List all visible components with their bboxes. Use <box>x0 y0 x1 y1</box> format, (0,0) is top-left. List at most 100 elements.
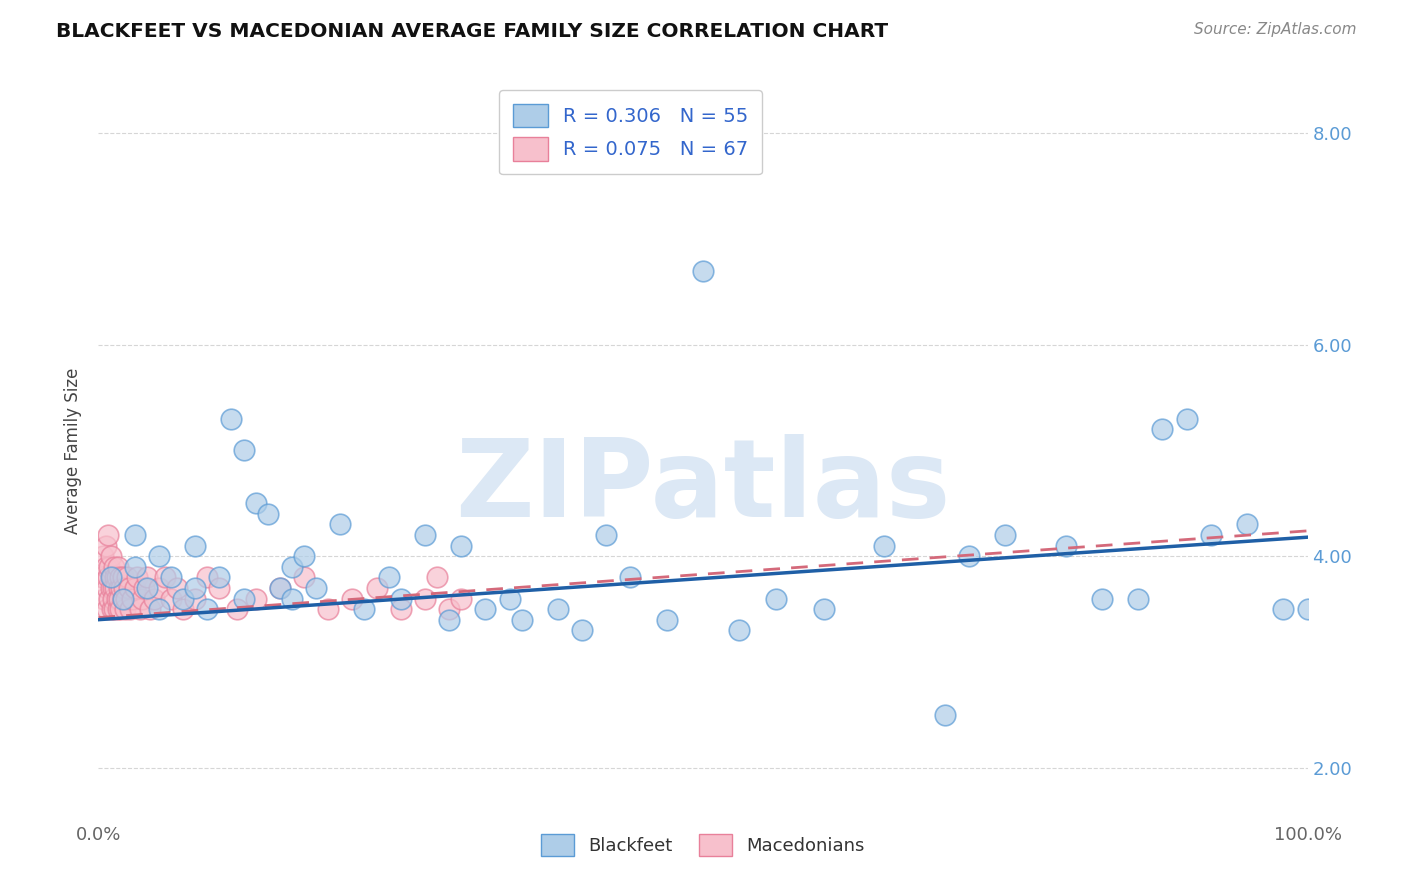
Point <box>1054 539 1077 553</box>
Point <box>108 570 131 584</box>
Point <box>195 602 218 616</box>
Point <box>139 602 162 616</box>
Point <box>135 570 157 584</box>
Point <box>619 570 641 584</box>
Point <box>389 602 412 616</box>
Text: BLACKFEET VS MACEDONIAN AVERAGE FAMILY SIZE CORRELATION CHART: BLACKFEET VS MACEDONIAN AVERAGE FAMILY S… <box>56 22 889 41</box>
Point <box>184 581 207 595</box>
Point <box>353 602 375 616</box>
Point <box>110 581 132 595</box>
Point <box>765 591 787 606</box>
Point <box>873 539 896 553</box>
Point <box>172 591 194 606</box>
Point <box>91 570 114 584</box>
Point <box>100 602 122 616</box>
Point <box>413 528 436 542</box>
Point <box>1128 591 1150 606</box>
Point <box>342 591 364 606</box>
Point <box>103 559 125 574</box>
Point <box>226 602 249 616</box>
Point <box>100 570 122 584</box>
Point <box>655 613 678 627</box>
Point <box>1296 602 1319 616</box>
Point <box>208 570 231 584</box>
Point <box>111 591 134 606</box>
Point <box>595 528 617 542</box>
Point <box>101 591 124 606</box>
Point <box>96 602 118 616</box>
Point <box>728 624 751 638</box>
Point <box>1272 602 1295 616</box>
Point <box>112 581 135 595</box>
Point <box>93 591 115 606</box>
Point <box>128 602 150 616</box>
Point <box>221 411 243 425</box>
Y-axis label: Average Family Size: Average Family Size <box>65 368 83 533</box>
Point <box>450 539 472 553</box>
Point <box>232 443 254 458</box>
Point <box>98 591 121 606</box>
Point <box>148 581 170 595</box>
Point <box>305 581 328 595</box>
Point <box>377 570 399 584</box>
Point <box>100 581 122 595</box>
Point <box>281 591 304 606</box>
Point <box>413 591 436 606</box>
Point <box>366 581 388 595</box>
Point <box>292 549 315 564</box>
Point <box>245 591 267 606</box>
Point <box>97 570 120 584</box>
Point <box>498 591 520 606</box>
Point <box>111 570 134 584</box>
Point <box>692 263 714 277</box>
Point <box>1236 517 1258 532</box>
Point <box>813 602 835 616</box>
Point <box>281 559 304 574</box>
Point <box>115 591 138 606</box>
Point <box>160 570 183 584</box>
Point <box>118 581 141 595</box>
Point <box>124 581 146 595</box>
Point <box>148 549 170 564</box>
Point <box>108 602 131 616</box>
Legend: Blackfeet, Macedonians: Blackfeet, Macedonians <box>534 827 872 863</box>
Point <box>148 602 170 616</box>
Point <box>437 602 460 616</box>
Point <box>232 591 254 606</box>
Point <box>131 591 153 606</box>
Point <box>101 581 124 595</box>
Point <box>269 581 291 595</box>
Point <box>1199 528 1222 542</box>
Point <box>316 602 339 616</box>
Point <box>124 559 146 574</box>
Point <box>103 602 125 616</box>
Point <box>269 581 291 595</box>
Point <box>1175 411 1198 425</box>
Point <box>934 707 956 722</box>
Point <box>114 602 136 616</box>
Point <box>153 570 176 584</box>
Point <box>108 591 131 606</box>
Point <box>134 581 156 595</box>
Point <box>91 549 114 564</box>
Point <box>117 570 139 584</box>
Point <box>98 559 121 574</box>
Point <box>195 570 218 584</box>
Point <box>184 591 207 606</box>
Point <box>166 581 188 595</box>
Point <box>104 570 127 584</box>
Point <box>105 570 128 584</box>
Point <box>96 581 118 595</box>
Text: Source: ZipAtlas.com: Source: ZipAtlas.com <box>1194 22 1357 37</box>
Point <box>437 613 460 627</box>
Point <box>127 570 149 584</box>
Point <box>107 602 129 616</box>
Point <box>105 591 128 606</box>
Point <box>389 591 412 606</box>
Point <box>426 570 449 584</box>
Point <box>160 591 183 606</box>
Point <box>94 539 117 553</box>
Point <box>994 528 1017 542</box>
Point <box>292 570 315 584</box>
Point <box>94 559 117 574</box>
